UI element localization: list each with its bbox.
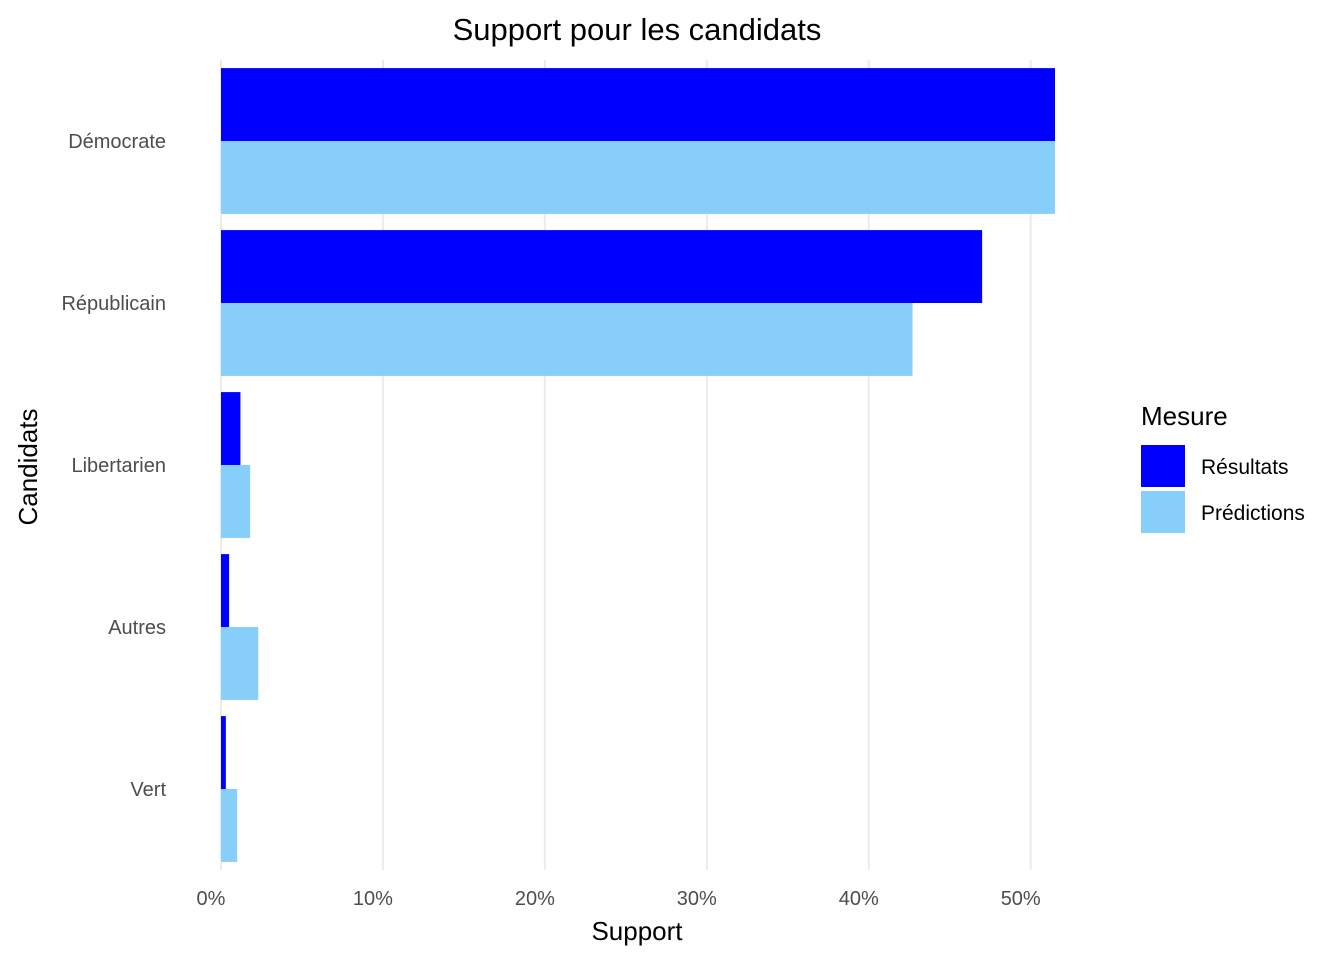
x-tick-labels: 0% 10% 20% 30% 40% 50% — [197, 888, 1041, 910]
bar — [221, 68, 1055, 141]
bar — [221, 627, 259, 700]
x-tick-label: 20% — [515, 888, 555, 910]
x-tick-label: 30% — [677, 888, 717, 910]
y-tick-labels: Démocrate Républicain Libertarien Autres Ver… — [61, 131, 166, 801]
bar — [221, 141, 1055, 214]
legend-swatch — [1141, 445, 1185, 487]
legend-label: Résultats — [1201, 456, 1289, 479]
y-tick-label: Républicain — [61, 293, 166, 315]
y-axis-title: Candidats — [13, 408, 43, 525]
y-tick-label: Autres — [108, 617, 166, 639]
bar — [221, 392, 241, 465]
y-tick-label: Libertarien — [71, 455, 166, 477]
y-tick-label: Vert — [130, 779, 166, 801]
legend-items: Résultats Prédictions — [1141, 445, 1305, 533]
bars — [221, 68, 1055, 862]
bar — [221, 716, 226, 789]
y-tick-label: Démocrate — [68, 131, 166, 153]
x-tick-label: 50% — [1001, 888, 1041, 910]
x-tick-label: 40% — [839, 888, 879, 910]
legend-label: Prédictions — [1201, 502, 1305, 525]
bar — [221, 230, 983, 303]
legend-title: Mesure — [1141, 401, 1228, 431]
bar — [221, 554, 230, 627]
x-axis-title: Support — [591, 916, 683, 946]
chart-title: Support pour les candidats — [453, 12, 822, 47]
bar — [221, 303, 913, 376]
bar — [221, 465, 251, 538]
bar — [221, 789, 238, 862]
legend-swatch — [1141, 491, 1185, 533]
x-tick-label: 0% — [197, 888, 226, 910]
x-tick-label: 10% — [353, 888, 393, 910]
legend: Mesure Résultats Prédictions — [1141, 401, 1305, 533]
